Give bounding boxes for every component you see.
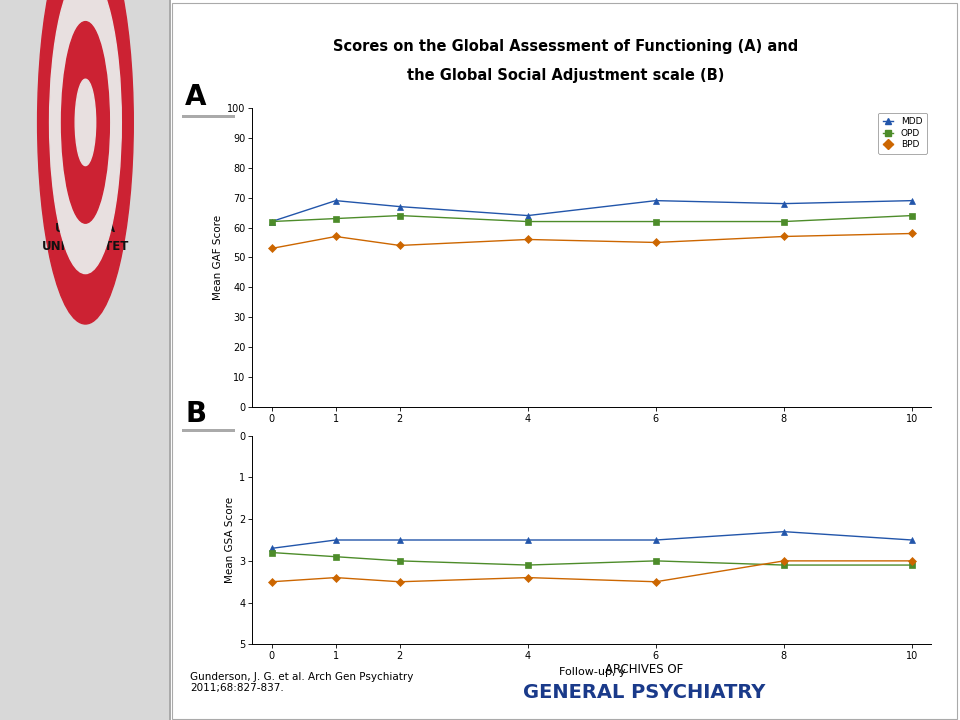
Text: the Global Social Adjustment scale (B): the Global Social Adjustment scale (B) [407,68,724,83]
Text: GENERAL PSYCHIATRY: GENERAL PSYCHIATRY [523,683,765,702]
Text: Scores on the Global Assessment of Functioning (A) and: Scores on the Global Assessment of Funct… [333,40,798,54]
Text: UPPSALA
UNIVERSITET: UPPSALA UNIVERSITET [41,222,130,253]
Text: Gunderson, J. G. et al. Arch Gen Psychiatry
2011;68:827-837.: Gunderson, J. G. et al. Arch Gen Psychia… [190,672,414,693]
Text: ARCHIVES OF: ARCHIVES OF [605,663,684,676]
Circle shape [61,22,109,223]
Circle shape [75,79,96,166]
Text: B: B [185,400,206,428]
X-axis label: Follow-up, y: Follow-up, y [559,667,625,677]
Text: A: A [185,84,206,111]
Circle shape [37,0,133,324]
Y-axis label: Mean GAF Score: Mean GAF Score [213,215,223,300]
Y-axis label: Mean GSA Score: Mean GSA Score [225,497,235,583]
Circle shape [50,0,121,274]
Legend: MDD, OPD, BPD: MDD, OPD, BPD [878,112,926,154]
